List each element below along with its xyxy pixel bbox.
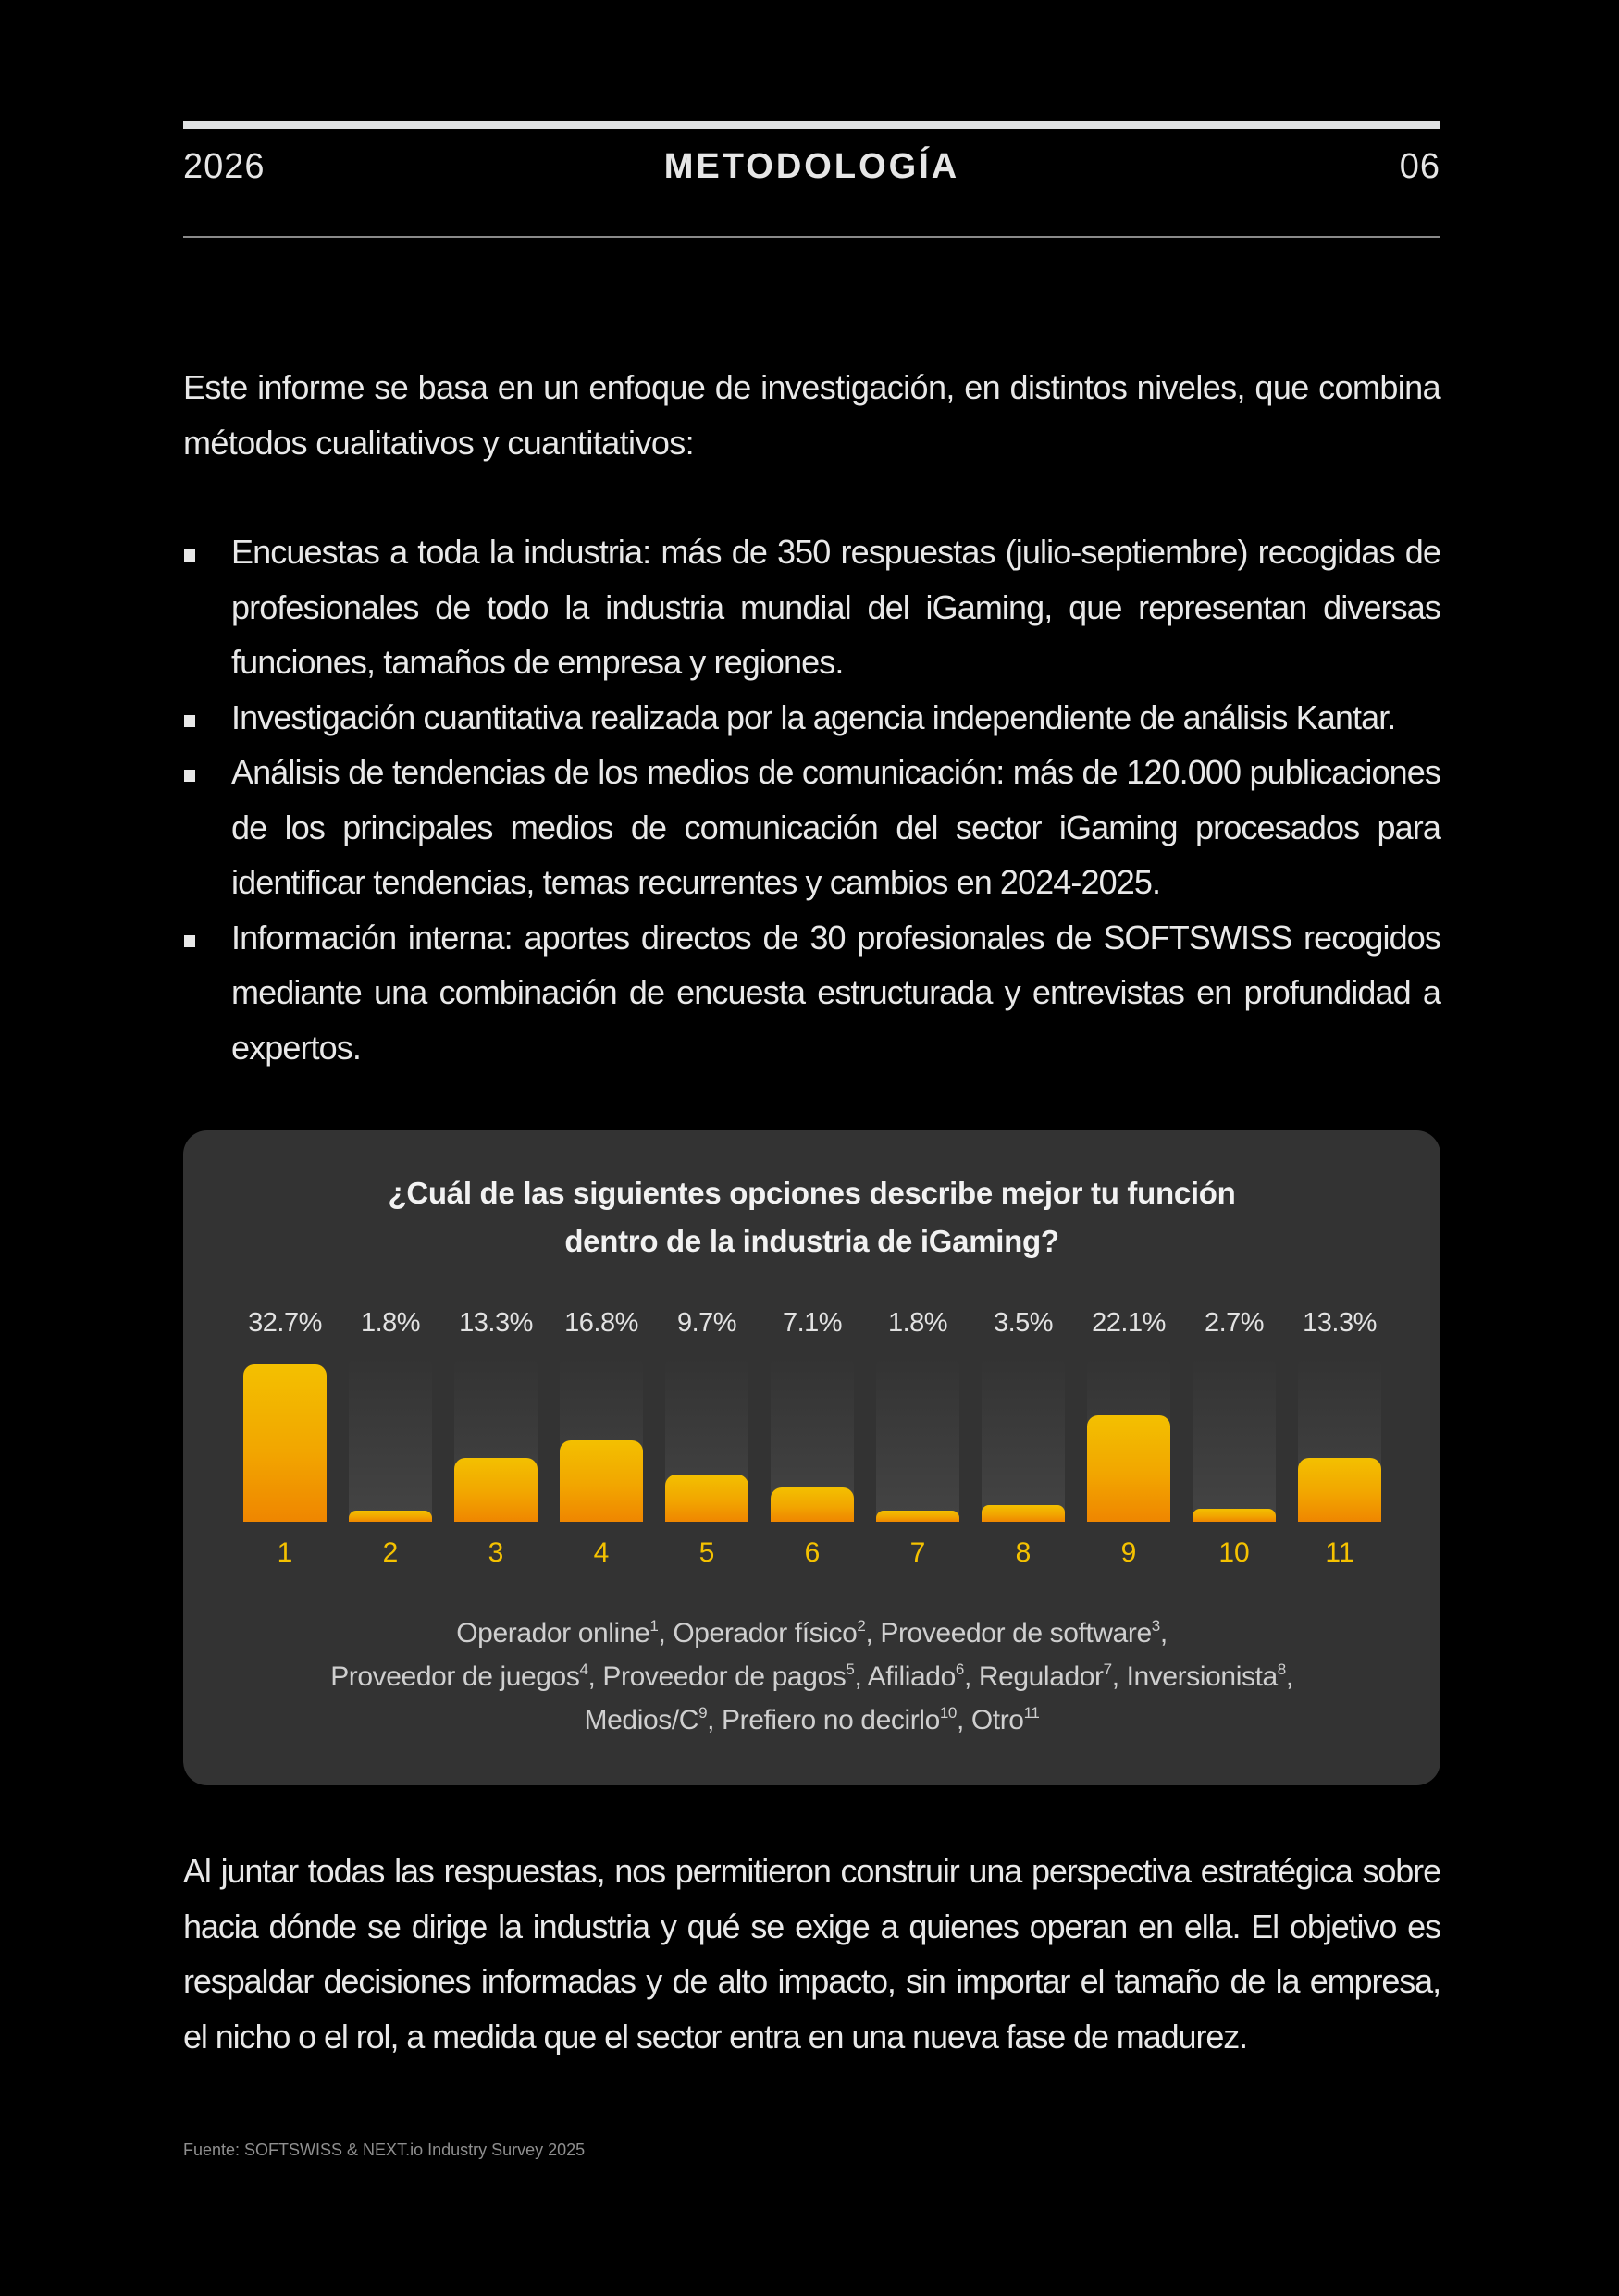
bar — [1193, 1509, 1276, 1522]
source-note: Fuente: SOFTSWISS & NEXT.io Industry Sur… — [183, 2141, 586, 2159]
legend-item: Operador online1, — [456, 1617, 674, 1648]
bar — [1298, 1458, 1381, 1522]
bar — [1087, 1415, 1170, 1522]
bar-track — [982, 1358, 1065, 1522]
bar-value-label: 2.7% — [1204, 1308, 1265, 1338]
legend-item: Otro11 — [970, 1704, 1040, 1735]
header-top-rule — [183, 121, 1440, 129]
bar-track — [1087, 1358, 1170, 1522]
square-bullet-icon — [184, 770, 195, 782]
bar — [982, 1505, 1065, 1522]
list-item: Análisis de tendencias de los medios de … — [183, 745, 1441, 910]
bar-track — [349, 1358, 432, 1522]
legend-item: Proveedor de pagos5, — [602, 1660, 868, 1692]
bar — [876, 1511, 959, 1522]
closing-paragraph: Al juntar todas las respuestas, nos perm… — [183, 1852, 1441, 2055]
page-header: 2026 METODOLOGÍA 06 — [183, 141, 1440, 192]
legend-item: Regulador7, — [978, 1660, 1127, 1692]
page-title: METODOLOGÍA — [663, 146, 960, 186]
list-item: Encuestas a toda la industria: más de 35… — [183, 525, 1441, 690]
legend-item: Medios/C9, — [584, 1704, 722, 1735]
bar-track — [454, 1358, 538, 1522]
category-label: 6 — [804, 1537, 821, 1568]
square-bullet-icon — [184, 714, 195, 727]
intro-paragraph: Este informe se basa en un enfoque de in… — [183, 368, 1441, 462]
bar-value-label: 9.7% — [676, 1308, 737, 1338]
bar — [560, 1440, 643, 1522]
square-bullet-icon — [184, 934, 195, 947]
category-label: 1 — [277, 1537, 293, 1568]
chart-card: ¿Cuál de las siguientes opciones describ… — [183, 1130, 1440, 1785]
bar-value-label: 3.5% — [993, 1308, 1054, 1338]
legend-item: Proveedor de software3, — [880, 1617, 1168, 1648]
legend-item: Inversionista8, — [1126, 1660, 1294, 1692]
list-item: Investigación cuantitativa realizada por… — [183, 690, 1440, 746]
category-label: 9 — [1120, 1537, 1137, 1568]
bar-value-label: 7.1% — [782, 1308, 843, 1338]
bar-chart: 32.7% 1 1.8% 2 13.3% 3 16.8% 4 9.7% 5 7.1% 6 1.8% 7 3.… — [183, 1130, 1440, 1785]
bar-value-label: 1.8% — [360, 1308, 421, 1338]
legend-item: Prefiero no decirlo10, — [722, 1704, 971, 1735]
legend-item: Proveedor de juegos4, — [330, 1660, 603, 1692]
bar-value-label: 13.3% — [1303, 1308, 1377, 1338]
bar-track — [771, 1358, 854, 1522]
category-label: 4 — [593, 1537, 610, 1568]
bar-track — [665, 1358, 748, 1522]
category-label: 2 — [382, 1537, 399, 1568]
category-label: 11 — [1325, 1537, 1354, 1568]
bar-track — [1193, 1358, 1276, 1522]
bar — [454, 1458, 538, 1522]
category-label: 3 — [488, 1537, 504, 1568]
bar — [243, 1364, 327, 1522]
chart-title: ¿Cuál de las siguientes opciones describ… — [388, 1176, 1236, 1258]
legend-item: Afiliado6, — [867, 1660, 979, 1692]
bar-value-label: 32.7% — [248, 1308, 322, 1338]
bar-track — [1298, 1358, 1381, 1522]
header-year: 2026 — [183, 146, 266, 186]
bar — [665, 1475, 748, 1522]
bar-track — [560, 1358, 643, 1522]
bar-track — [876, 1358, 959, 1522]
category-label: 7 — [909, 1537, 926, 1568]
page-number: 06 — [1399, 146, 1440, 186]
category-label: 5 — [698, 1537, 715, 1568]
bar — [349, 1511, 432, 1522]
bar — [771, 1487, 854, 1522]
chart-legend: Operador online1, Operador físico2, Prov… — [220, 1611, 1403, 1742]
bar-value-label: 16.8% — [564, 1308, 638, 1338]
bar-value-label: 1.8% — [887, 1308, 948, 1338]
legend-item: Operador físico2, — [673, 1617, 881, 1648]
list-item: Información interna: aportes directos de… — [183, 910, 1441, 1076]
square-bullet-icon — [184, 549, 195, 562]
category-label: 10 — [1218, 1537, 1250, 1568]
category-label: 8 — [1015, 1537, 1032, 1568]
bar-value-label: 22.1% — [1092, 1308, 1166, 1338]
bar-track — [243, 1358, 327, 1522]
header-divider — [183, 236, 1440, 238]
methods-list: Encuestas a toda la industria: más de 35… — [183, 525, 1441, 1076]
bar-value-label: 13.3% — [459, 1308, 533, 1338]
